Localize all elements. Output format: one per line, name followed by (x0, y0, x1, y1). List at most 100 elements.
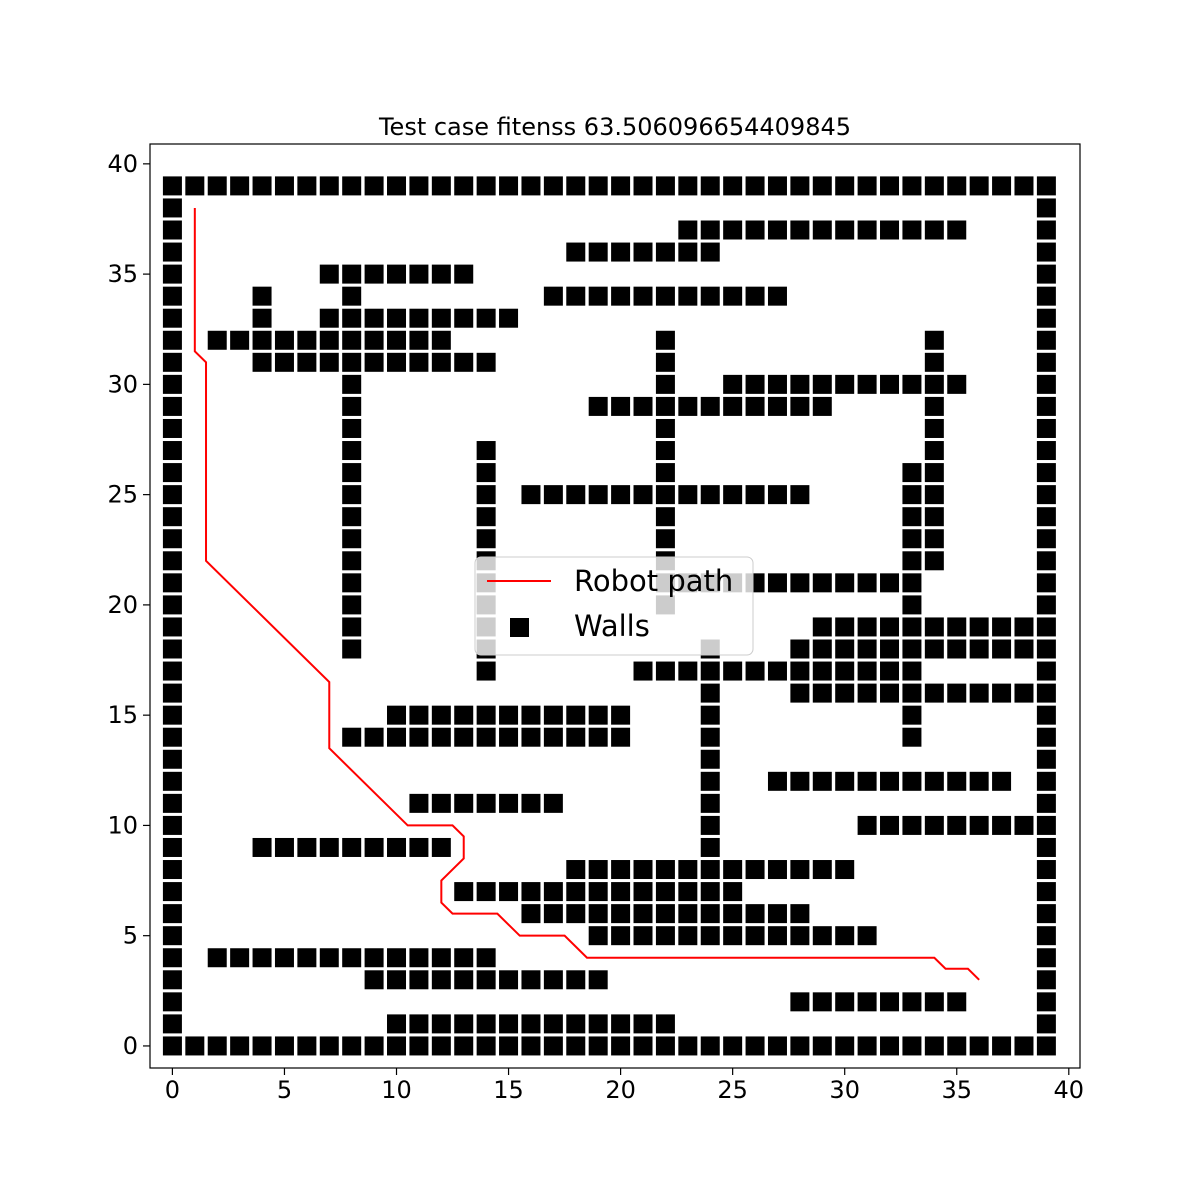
wall-marker (387, 264, 407, 284)
wall-marker (454, 970, 474, 990)
wall-marker (162, 551, 182, 571)
wall-marker (767, 396, 787, 416)
wall-marker (655, 441, 675, 461)
wall-marker (364, 837, 384, 857)
wall-marker (476, 948, 496, 968)
wall-marker (700, 815, 720, 835)
wall-marker (835, 220, 855, 240)
wall-marker (543, 1014, 563, 1034)
wall-marker (835, 683, 855, 703)
x-tick-label: 25 (717, 1076, 748, 1104)
wall-marker (655, 1014, 675, 1034)
wall-marker (162, 286, 182, 306)
wall-marker (924, 771, 944, 791)
wall-marker (499, 1036, 519, 1056)
wall-marker (431, 308, 451, 328)
wall-marker (543, 882, 563, 902)
wall-marker (880, 771, 900, 791)
wall-marker (543, 286, 563, 306)
wall-marker (723, 485, 743, 505)
wall-marker (162, 242, 182, 262)
wall-marker (476, 661, 496, 681)
wall-marker (902, 727, 922, 747)
wall-marker (342, 308, 362, 328)
wall-marker (230, 176, 250, 196)
wall-marker (162, 573, 182, 593)
wall-marker (409, 264, 429, 284)
wall-marker (319, 837, 339, 857)
wall-marker (364, 727, 384, 747)
wall-marker (543, 970, 563, 990)
wall-marker (812, 683, 832, 703)
wall-marker (431, 1014, 451, 1034)
wall-marker (723, 1036, 743, 1056)
wall-marker (902, 529, 922, 549)
wall-marker (454, 1014, 474, 1034)
wall-marker (409, 705, 429, 725)
wall-marker (207, 948, 227, 968)
wall-marker (790, 1036, 810, 1056)
wall-marker (454, 352, 474, 372)
wall-marker (431, 352, 451, 372)
wall-marker (947, 815, 967, 835)
wall-marker (454, 176, 474, 196)
wall-marker (700, 1036, 720, 1056)
wall-marker (835, 176, 855, 196)
wall-marker (902, 639, 922, 659)
wall-marker (1014, 639, 1034, 659)
wall-marker (162, 904, 182, 924)
wall-marker (655, 330, 675, 350)
wall-marker (924, 617, 944, 637)
wall-marker (812, 617, 832, 637)
wall-marker (566, 1036, 586, 1056)
wall-marker (162, 352, 182, 372)
wall-marker (409, 727, 429, 747)
wall-marker (476, 352, 496, 372)
x-tick-label: 20 (605, 1076, 636, 1104)
wall-marker (700, 727, 720, 747)
wall-marker (342, 507, 362, 527)
y-tick-label: 30 (107, 370, 138, 398)
wall-marker (812, 992, 832, 1012)
wall-marker (902, 992, 922, 1012)
chart-title: Test case fitenss 63.506096654409845 (378, 113, 851, 141)
wall-marker (767, 1036, 787, 1056)
wall-marker (364, 352, 384, 372)
legend-robot-path-label: Robot path (574, 564, 733, 598)
wall-marker (566, 485, 586, 505)
wall-marker (790, 860, 810, 880)
wall-marker (364, 948, 384, 968)
wall-marker (655, 507, 675, 527)
wall-marker (1036, 815, 1056, 835)
wall-marker (812, 176, 832, 196)
wall-marker (857, 926, 877, 946)
wall-marker (611, 1014, 631, 1034)
wall-marker (1014, 683, 1034, 703)
wall-marker (924, 441, 944, 461)
wall-marker (745, 1036, 765, 1056)
wall-marker (162, 948, 182, 968)
wall-marker (655, 396, 675, 416)
wall-marker (588, 396, 608, 416)
wall-marker (611, 396, 631, 416)
wall-marker (185, 176, 205, 196)
wall-marker (521, 485, 541, 505)
wall-marker (723, 904, 743, 924)
wall-marker (790, 639, 810, 659)
wall-marker (969, 617, 989, 637)
wall-marker (835, 771, 855, 791)
x-tick-label: 5 (277, 1076, 292, 1104)
wall-marker (342, 573, 362, 593)
wall-marker (700, 220, 720, 240)
wall-marker (588, 882, 608, 902)
x-tick-label: 0 (165, 1076, 180, 1104)
wall-marker (611, 904, 631, 924)
wall-marker (476, 463, 496, 483)
wall-marker (588, 727, 608, 747)
wall-marker (162, 771, 182, 791)
wall-marker (745, 485, 765, 505)
wall-marker (790, 992, 810, 1012)
wall-marker (162, 661, 182, 681)
wall-marker (924, 507, 944, 527)
wall-marker (297, 1036, 317, 1056)
